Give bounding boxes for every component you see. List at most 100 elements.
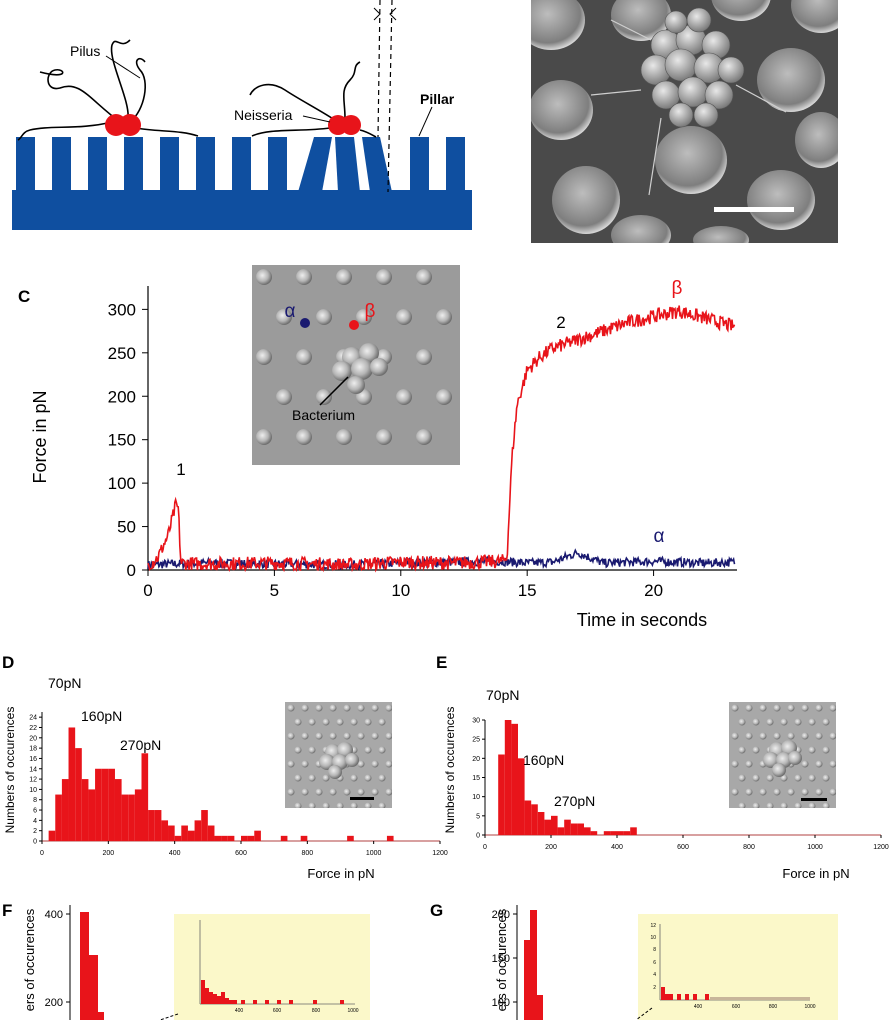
e-inset-scale-bar [801, 798, 827, 801]
pili [17, 39, 377, 141]
inset-pillar [357, 760, 365, 768]
f-bar [89, 955, 98, 1020]
inset-pillar [822, 802, 830, 808]
g-inset-xtick: 1000 [804, 1004, 815, 1010]
inset-pillar [731, 760, 739, 768]
g-inset-ytick: 6 [653, 960, 656, 966]
c-xtick-label: 15 [518, 581, 537, 600]
g-inset-background [638, 914, 838, 1020]
inset-pillar [287, 760, 295, 768]
panel-f-letter: F [2, 901, 13, 920]
d-annotation-70pn: 70pN [48, 675, 81, 691]
inset-pillar [371, 760, 379, 768]
e-bar [524, 800, 532, 835]
inset-pillar [329, 704, 337, 712]
e-bar [498, 754, 505, 835]
e-bar [551, 815, 558, 835]
inset-pillar [336, 718, 344, 726]
inset-pillar [752, 802, 760, 808]
inset-pillar [364, 774, 372, 782]
inset-pillar [787, 732, 795, 740]
d-bar [207, 825, 215, 841]
inset-pillar [773, 788, 781, 796]
inset-pillar [329, 788, 337, 796]
inset-pillar [276, 389, 292, 405]
inset-pillar [801, 704, 809, 712]
panel-e-letter: E [436, 653, 448, 672]
d-bar [81, 779, 89, 841]
inset-pillar [738, 718, 746, 726]
e-annotation-70pn: 70pN [486, 687, 519, 703]
inset-pillar [296, 269, 312, 285]
d-bar [247, 835, 255, 841]
inset-pillar [738, 774, 746, 782]
substrate-base [12, 190, 472, 230]
f-ytick-200: 200 [45, 997, 63, 1009]
inset-pillar [780, 802, 788, 808]
inset-pillar [815, 732, 823, 740]
d-bar [141, 753, 149, 841]
g-inset-xtick: 400 [694, 1004, 703, 1010]
inset-pillar [815, 760, 823, 768]
g-inset-bars [661, 987, 709, 1000]
d-bar [48, 830, 56, 841]
d-bar [75, 748, 82, 841]
d-xtick-label: 0 [40, 850, 44, 857]
d-bar [386, 835, 394, 841]
g-ylabel: ers of occurences [494, 908, 509, 1011]
inset-pillar [745, 704, 753, 712]
inset-pillar [780, 718, 788, 726]
inset-pillar [308, 746, 316, 754]
inset-pillar [315, 704, 323, 712]
inset-pillar [436, 389, 452, 405]
pillar-label: Pillar [420, 91, 455, 107]
inset-pillar [350, 802, 358, 808]
inset-pillar [787, 704, 795, 712]
inset-pillar [794, 774, 802, 782]
inset-pillar [815, 704, 823, 712]
c-xtick-label: 20 [644, 581, 663, 600]
d-bar [187, 830, 195, 841]
inset-pillar [287, 788, 295, 796]
e-bar [623, 831, 631, 835]
e-ytick-label: 30 [472, 718, 480, 725]
e-bar [557, 827, 565, 835]
panel-g-histogram-cropped: ers of occurences 200 150 100 12 10 8 6 … [492, 905, 838, 1020]
inset-pillar [822, 774, 830, 782]
d-bar [221, 835, 228, 841]
f-inset-bars [201, 980, 344, 1004]
inset-pillar [308, 774, 316, 782]
inset-pillar [378, 774, 386, 782]
d-ytick-label: 8 [33, 797, 37, 804]
d-bar [168, 825, 175, 841]
inset-pillar [385, 704, 392, 712]
d-bar [254, 830, 261, 841]
e-bar [531, 804, 538, 835]
neisseria-label: Neisseria [234, 107, 293, 123]
inset-pillar [794, 718, 802, 726]
d-bar [134, 789, 142, 841]
panel-a-schematic: Pilus Neisseria Pillar [12, 0, 472, 230]
inset-bacterium-label: Bacterium [292, 407, 355, 423]
inset-pillar [336, 269, 352, 285]
alpha-pillar-marker [300, 318, 310, 328]
d-bar [174, 835, 182, 841]
e-bar [518, 758, 525, 835]
e-ytick-label: 5 [476, 813, 480, 820]
inset-pillar [801, 732, 809, 740]
inset-pillar [815, 788, 823, 796]
d-xtick-label: 800 [301, 850, 313, 857]
e-annotation-160pn: 160pN [523, 752, 564, 768]
c-alpha-series-label: α [654, 526, 665, 547]
inset-pillar [336, 429, 352, 445]
inset-pillar [759, 704, 767, 712]
inset-pillar [794, 802, 802, 808]
e-bar [584, 827, 591, 835]
inset-pillar [357, 704, 365, 712]
inset-pillar [378, 718, 386, 726]
inset-pillar [808, 746, 816, 754]
inset-pillar [801, 788, 809, 796]
panel-b-sem-image [531, 0, 838, 243]
c-ytick-label: 250 [108, 344, 136, 363]
d-ytick-label: 14 [29, 766, 37, 773]
